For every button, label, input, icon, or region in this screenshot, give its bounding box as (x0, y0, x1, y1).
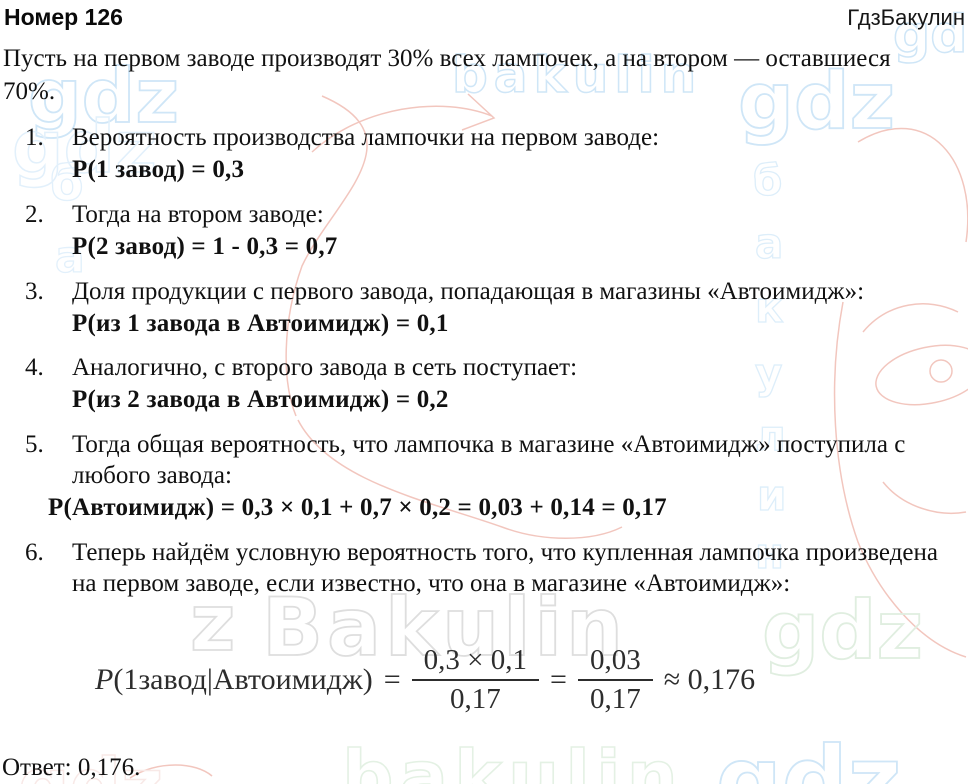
step-formula: P(Автоимидж) = 0,3 × 0,1 + 0,7 × 0,2 = 0… (48, 494, 667, 521)
answer-text: Ответ: 0,176. (2, 754, 141, 781)
watermark-letter: а (755, 219, 783, 268)
step-number: 3. (25, 278, 44, 305)
red-doodle-group (129, 93, 968, 779)
doodle-face-brow (862, 303, 959, 333)
watermark-gdz-middle-right: gdz (762, 584, 923, 677)
formula-p-symbol: P (95, 663, 114, 696)
fraction-denominator: 0,17 (449, 683, 501, 715)
step-body: Теперь найдём условную вероятность того,… (72, 537, 952, 599)
doodle-curve-left (285, 95, 368, 417)
step-body: Тогда на втором заводе: P(2 завод) = 1 -… (72, 199, 952, 263)
fraction-denominator: 0,17 (589, 683, 641, 715)
doodle-arrow (311, 93, 496, 153)
solution-step-2: 2. Тогда на втором заводе: P(2 завод) = … (0, 199, 960, 263)
formula-lhs-args: (1завод|Автоимидж) (113, 663, 373, 696)
step-number: 1. (25, 124, 44, 151)
watermark-vertical-column: б а к у л и н (752, 155, 787, 578)
doodle-face-cheek (882, 481, 967, 514)
step-formula: P(1 завод) = 0,3 (72, 156, 245, 183)
watermark-left-letter: б (50, 156, 84, 212)
watermark-gdz-bottom-right: gdz (716, 727, 901, 784)
doodle-face-eye (875, 344, 968, 406)
watermark-gdz-top-right: gdz (738, 57, 895, 147)
equals-sign: = (550, 663, 567, 696)
watermark-letter: н (755, 529, 784, 578)
step-text: Доля продукции с первого завода, попадаю… (72, 278, 865, 305)
solution-step-5: 5. Тогда общая вероятность, что лампочка… (0, 429, 960, 524)
watermark-bakulin-middle: Bakulin (262, 581, 627, 674)
doodle-mark-bottom-left (129, 764, 213, 779)
step-body: Вероятность производства лампочки на пер… (72, 122, 952, 186)
watermark-gdz-bottom-left: gdz (18, 743, 163, 784)
watermark-gdz-corner: gdz (893, 5, 968, 65)
solution-step-1: 1. Вероятность производства лампочки на … (0, 122, 960, 186)
solution-step-4: 4. Аналогично, с второго завода в сеть п… (0, 352, 960, 416)
doodle-face-jaw (833, 301, 967, 658)
fraction-numerator: 0,3 × 0,1 (411, 645, 540, 681)
step-formula: P(из 1 завода в Автоимидж) = 0,1 (72, 310, 449, 337)
step-body: Доля продукции с первого завода, попадаю… (72, 276, 952, 340)
step-number: 4. (25, 354, 44, 381)
watermark-gdz-top-left: gdz (28, 52, 179, 140)
step-text: Тогда на втором заводе: (72, 201, 324, 228)
watermark-z-fragment: z (190, 579, 235, 669)
step-text: Вероятность производства лампочки на пер… (72, 124, 660, 151)
watermark-letter: б (753, 156, 782, 205)
fraction-1: 0,3 × 0,1 0,17 (411, 645, 540, 715)
brand-logo: ГдзБакулин (847, 5, 965, 30)
watermark-letter: к (755, 283, 784, 332)
page-title: Номер 126 (4, 4, 123, 30)
doodle-curve-bottom (297, 419, 623, 539)
fraction-numerator: 0,03 (577, 645, 653, 681)
watermark-bakulin-bottom: bakulin (342, 735, 684, 784)
step-text: Аналогично, с второго завода в сеть пост… (72, 354, 578, 381)
solution-step-3: 3. Доля продукции с первого завода, попа… (0, 276, 960, 340)
step-number: 5. (25, 431, 44, 458)
step-number: 6. (25, 539, 44, 566)
step-body: Тогда общая вероятность, что лампочка в … (48, 429, 952, 524)
fraction-2: 0,03 0,17 (577, 645, 653, 715)
watermark-left-letter: а (55, 232, 85, 283)
watermark-letter: л (755, 411, 786, 460)
watermark-letter: и (757, 471, 786, 520)
step-body: Аналогично, с второго завода в сеть пост… (72, 352, 952, 416)
step-text: Тогда общая вероятность, что лампочка в … (72, 431, 906, 489)
equals-sign: = (383, 663, 401, 696)
problem-intro: Пусть на первом заводе производят 30% вс… (3, 45, 891, 105)
final-formula: P (1завод|Автоимидж) = 0,3 × 0,1 0,17 = … (95, 645, 755, 715)
step-formula: P(2 завод) = 1 - 0,3 = 0,7 (72, 233, 338, 260)
doodle-face-pupil (929, 359, 953, 383)
step-formula: P(из 2 завода в Автоимидж) = 0,2 (72, 386, 449, 413)
watermark-gdz-left-2: gdz (12, 105, 157, 189)
step-number: 2. (25, 201, 44, 228)
formula-lhs: P (1завод|Автоимидж) (95, 663, 373, 697)
watermark-bakulin-top: bakulin (452, 46, 702, 104)
solution-step-6: 6. Теперь найдём условную вероятность то… (0, 537, 960, 599)
watermark-letter: у (755, 349, 782, 398)
step-text: Теперь найдём условную вероятность того,… (72, 539, 938, 597)
approx-result: ≈ 0,176 (663, 663, 756, 696)
